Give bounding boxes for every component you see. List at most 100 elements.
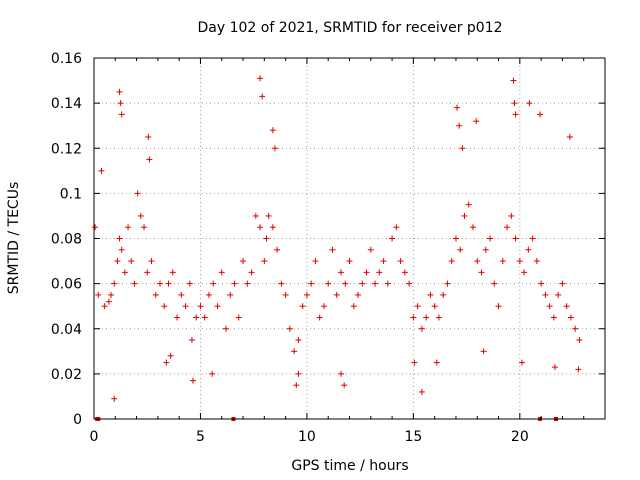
data-point xyxy=(118,246,125,253)
data-point xyxy=(144,269,151,276)
x-tick-label: 0 xyxy=(90,429,99,445)
data-point xyxy=(295,337,302,344)
data-point xyxy=(482,246,489,253)
data-point xyxy=(456,122,463,129)
data-point xyxy=(201,314,208,321)
data-point xyxy=(359,280,366,287)
data-point xyxy=(105,298,112,305)
data-point xyxy=(121,269,128,276)
y-tick-label: 0.14 xyxy=(51,96,82,112)
data-point xyxy=(474,258,481,265)
data-point xyxy=(504,224,511,231)
data-point xyxy=(346,258,353,265)
data-point xyxy=(355,291,362,298)
data-point xyxy=(174,314,181,321)
data-point xyxy=(278,280,285,287)
x-tick-label: 15 xyxy=(404,429,422,445)
data-point xyxy=(169,269,176,276)
y-tick-label: 0 xyxy=(73,412,82,428)
data-point xyxy=(293,382,300,389)
data-point xyxy=(165,280,172,287)
data-point xyxy=(341,382,348,389)
data-point xyxy=(282,291,289,298)
data-point xyxy=(265,212,272,219)
y-tick-label: 0.12 xyxy=(51,141,82,157)
data-point xyxy=(575,366,582,373)
data-point xyxy=(499,258,506,265)
data-point xyxy=(197,303,204,310)
data-point xyxy=(108,291,115,298)
data-point xyxy=(525,246,532,253)
data-point xyxy=(397,258,404,265)
data-point xyxy=(101,303,108,310)
data-point xyxy=(137,212,144,219)
data-point xyxy=(261,258,268,265)
data-point xyxy=(418,325,425,332)
data-point xyxy=(529,235,536,242)
data-point xyxy=(118,111,125,118)
data-point xyxy=(227,291,234,298)
x-tick-label: 20 xyxy=(511,429,529,445)
data-point xyxy=(440,291,447,298)
data-point xyxy=(576,337,583,344)
data-point xyxy=(182,303,189,310)
data-point xyxy=(117,100,124,107)
data-point xyxy=(423,314,430,321)
data-point xyxy=(98,167,105,174)
data-point xyxy=(205,291,212,298)
data-point xyxy=(572,325,579,332)
data-point xyxy=(188,337,195,344)
data-point xyxy=(114,258,121,265)
data-point xyxy=(333,291,340,298)
data-point xyxy=(538,280,545,287)
axis-ticks xyxy=(93,57,605,420)
data-point xyxy=(337,269,344,276)
data-point xyxy=(511,100,518,107)
data-point xyxy=(367,246,374,253)
x-axis-label: GPS time / hours xyxy=(291,458,408,474)
data-point xyxy=(125,224,132,231)
data-point xyxy=(295,370,302,377)
data-point xyxy=(308,280,315,287)
data-point xyxy=(427,291,434,298)
data-point xyxy=(325,280,332,287)
data-point xyxy=(148,258,155,265)
data-point xyxy=(478,269,485,276)
data-point xyxy=(418,388,425,395)
data-point xyxy=(190,377,197,384)
data-point xyxy=(389,235,396,242)
data-point xyxy=(210,280,217,287)
data-point xyxy=(559,280,566,287)
data-point xyxy=(95,291,102,298)
data-point xyxy=(433,359,440,366)
data-point xyxy=(542,291,549,298)
y-tick-labels: 0 0.02 0.04 0.06 0.08 0.1 0.12 0.14 0.16 xyxy=(51,51,82,428)
data-point xyxy=(376,269,383,276)
data-point xyxy=(248,269,255,276)
data-point xyxy=(337,370,344,377)
data-point xyxy=(178,291,185,298)
x-tick-label: 5 xyxy=(196,429,205,445)
data-point xyxy=(406,280,413,287)
data-point xyxy=(448,258,455,265)
data-point xyxy=(186,280,193,287)
data-point xyxy=(533,258,540,265)
data-point xyxy=(134,190,141,197)
data-point xyxy=(510,77,517,84)
data-point xyxy=(269,224,276,231)
data-point xyxy=(526,100,533,107)
y-tick-label: 0.08 xyxy=(51,232,82,248)
data-point xyxy=(152,291,159,298)
data-point xyxy=(316,314,323,321)
data-point xyxy=(157,280,164,287)
data-point xyxy=(512,111,519,118)
data-point xyxy=(563,303,570,310)
data-point xyxy=(257,224,264,231)
data-point xyxy=(167,352,174,359)
data-point xyxy=(372,280,379,287)
data-point xyxy=(146,156,153,163)
data-points xyxy=(92,75,583,402)
data-point xyxy=(240,258,247,265)
data-point xyxy=(363,269,370,276)
